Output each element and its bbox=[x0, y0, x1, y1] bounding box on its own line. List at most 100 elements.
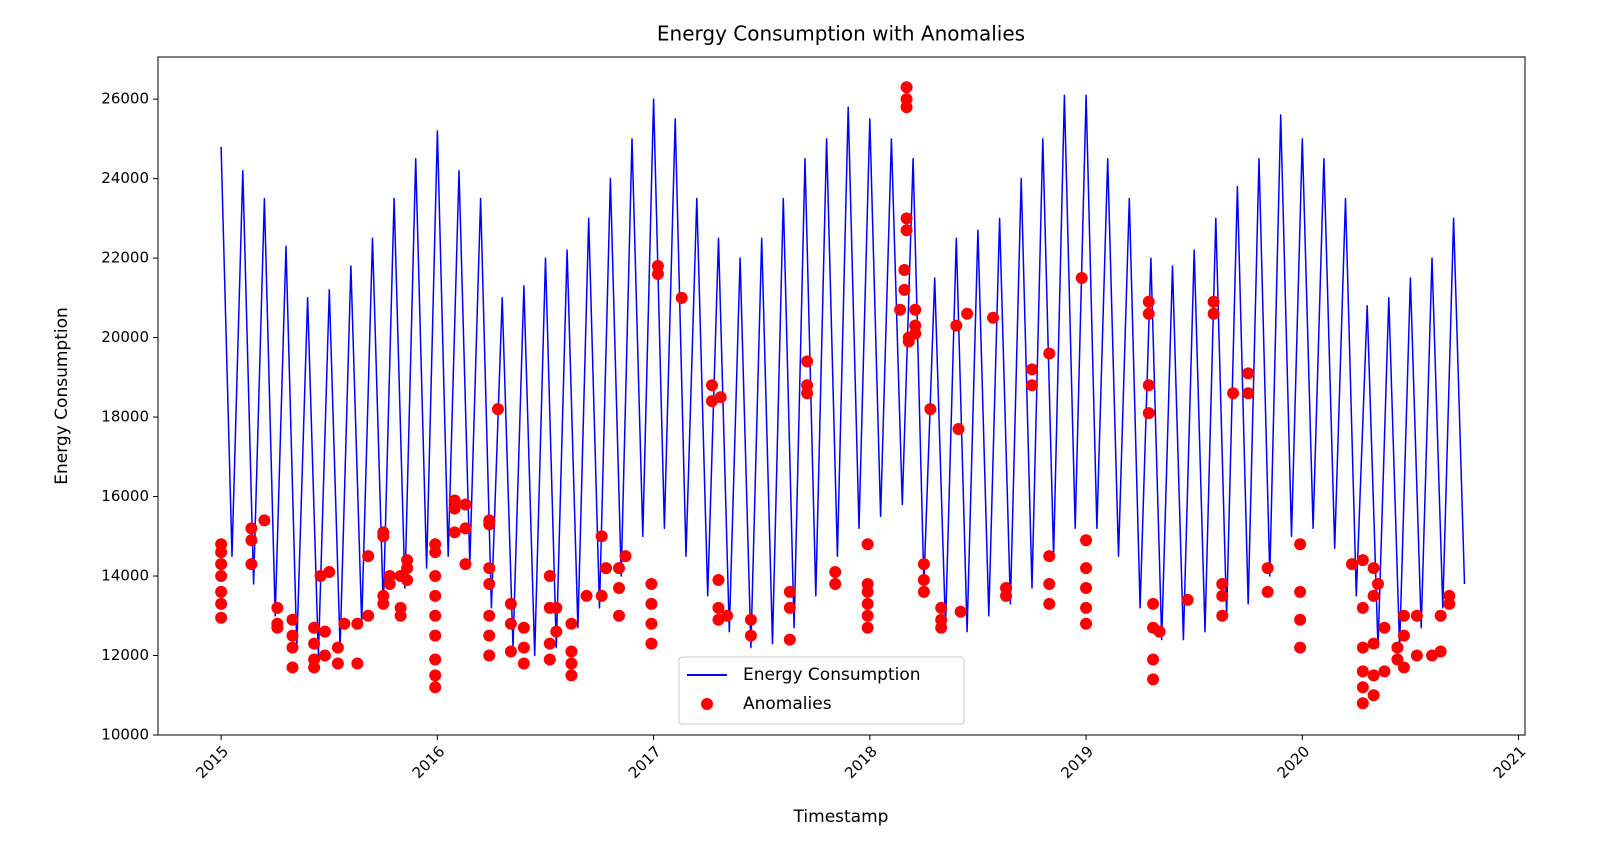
x-tick-label: 2019 bbox=[1057, 742, 1097, 782]
anomaly-point bbox=[1356, 665, 1369, 678]
anomaly-point bbox=[504, 645, 517, 658]
legend-box bbox=[678, 656, 965, 725]
anomaly-point bbox=[245, 534, 258, 547]
anomaly-point bbox=[215, 558, 228, 571]
x-tick-label: 2017 bbox=[625, 742, 665, 782]
anomaly-point bbox=[645, 637, 658, 650]
anomaly-point bbox=[1410, 649, 1423, 662]
y-tick-label: 16000 bbox=[101, 487, 149, 505]
anomaly-point bbox=[543, 653, 556, 666]
anomaly-point bbox=[517, 641, 530, 654]
anomaly-point bbox=[271, 601, 284, 614]
anomaly-point bbox=[286, 641, 299, 654]
anomaly-point bbox=[448, 526, 461, 539]
anomaly-point bbox=[900, 212, 913, 225]
anomaly-point bbox=[483, 649, 496, 662]
anomaly-point bbox=[714, 391, 727, 404]
anomaly-point bbox=[1294, 585, 1307, 598]
anomaly-point bbox=[1367, 669, 1380, 682]
anomaly-point bbox=[429, 653, 442, 666]
anomaly-point bbox=[1367, 637, 1380, 650]
anomaly-point bbox=[917, 558, 930, 571]
anomaly-point bbox=[924, 403, 937, 416]
anomaly-point bbox=[1434, 645, 1447, 658]
anomaly-point bbox=[504, 597, 517, 610]
anomaly-point bbox=[429, 629, 442, 642]
anomaly-point bbox=[613, 581, 626, 594]
anomaly-point bbox=[1043, 597, 1056, 610]
anomaly-point bbox=[1410, 609, 1423, 622]
anomaly-point bbox=[1356, 697, 1369, 710]
anomaly-point bbox=[1080, 617, 1093, 630]
anomaly-point bbox=[351, 617, 364, 630]
anomaly-point bbox=[744, 629, 757, 642]
anomaly-point bbox=[595, 530, 608, 543]
anomaly-point bbox=[394, 601, 407, 614]
y-axis-label: Energy Consumption bbox=[52, 307, 72, 485]
chart-title: Energy Consumption with Anomalies bbox=[657, 22, 1025, 46]
anomaly-point bbox=[861, 609, 874, 622]
anomaly-point bbox=[645, 577, 658, 590]
anomaly-point bbox=[744, 613, 757, 626]
anomaly-point bbox=[783, 601, 796, 614]
anomaly-point bbox=[323, 566, 336, 579]
anomaly-point bbox=[954, 605, 967, 618]
anomaly-point bbox=[898, 283, 911, 296]
anomaly-point bbox=[1227, 387, 1240, 400]
anomaly-point bbox=[909, 327, 922, 340]
anomaly-point bbox=[351, 657, 364, 670]
anomaly-point bbox=[783, 585, 796, 598]
anomaly-point bbox=[543, 637, 556, 650]
anomaly-point bbox=[801, 355, 814, 368]
plot-area bbox=[215, 81, 1466, 710]
anomaly-point bbox=[491, 403, 504, 416]
anomaly-point bbox=[894, 303, 907, 316]
y-tick-label: 14000 bbox=[101, 567, 149, 585]
anomaly-point bbox=[550, 601, 563, 614]
anomaly-point bbox=[550, 625, 563, 638]
anomaly-point bbox=[401, 562, 414, 575]
anomaly-point bbox=[377, 597, 390, 610]
anomaly-point bbox=[861, 621, 874, 634]
y-tick-label: 12000 bbox=[101, 646, 149, 664]
anomaly-point bbox=[917, 585, 930, 598]
anomaly-point bbox=[1075, 271, 1088, 284]
anomaly-point bbox=[783, 633, 796, 646]
x-tick-label: 2021 bbox=[1490, 742, 1530, 782]
anomaly-point bbox=[1397, 661, 1410, 674]
anomaly-point bbox=[459, 522, 472, 535]
anomaly-point bbox=[483, 577, 496, 590]
anomaly-point bbox=[565, 645, 578, 658]
x-tick-label: 2016 bbox=[409, 742, 449, 782]
anomaly-point bbox=[1181, 593, 1194, 606]
legend-swatch bbox=[701, 698, 713, 710]
anomaly-point bbox=[1207, 307, 1220, 320]
anomaly-point bbox=[1216, 589, 1229, 602]
anomaly-point bbox=[1043, 550, 1056, 563]
anomaly-point bbox=[1043, 577, 1056, 590]
anomaly-point bbox=[401, 574, 414, 587]
anomaly-point bbox=[1043, 347, 1056, 360]
axes-frame bbox=[157, 56, 1526, 736]
anomaly-point bbox=[1356, 681, 1369, 694]
anomaly-point bbox=[215, 585, 228, 598]
anomaly-point bbox=[1242, 367, 1255, 380]
anomaly-point bbox=[645, 597, 658, 610]
anomaly-point bbox=[517, 621, 530, 634]
anomaly-point bbox=[1216, 609, 1229, 622]
anomaly-point bbox=[1142, 407, 1155, 420]
line bbox=[220, 94, 1466, 657]
anomaly-point bbox=[448, 502, 461, 515]
anomaly-point bbox=[565, 657, 578, 670]
anomaly-point bbox=[1142, 379, 1155, 392]
anomaly-point bbox=[898, 264, 911, 277]
anomaly-point bbox=[331, 657, 344, 670]
anomaly-point bbox=[318, 625, 331, 638]
anomaly-point bbox=[245, 558, 258, 571]
anomaly-point bbox=[1207, 295, 1220, 308]
anomaly-point bbox=[429, 589, 442, 602]
anomaly-point bbox=[1443, 589, 1456, 602]
anomaly-point bbox=[1294, 613, 1307, 626]
anomaly-point bbox=[1294, 641, 1307, 654]
